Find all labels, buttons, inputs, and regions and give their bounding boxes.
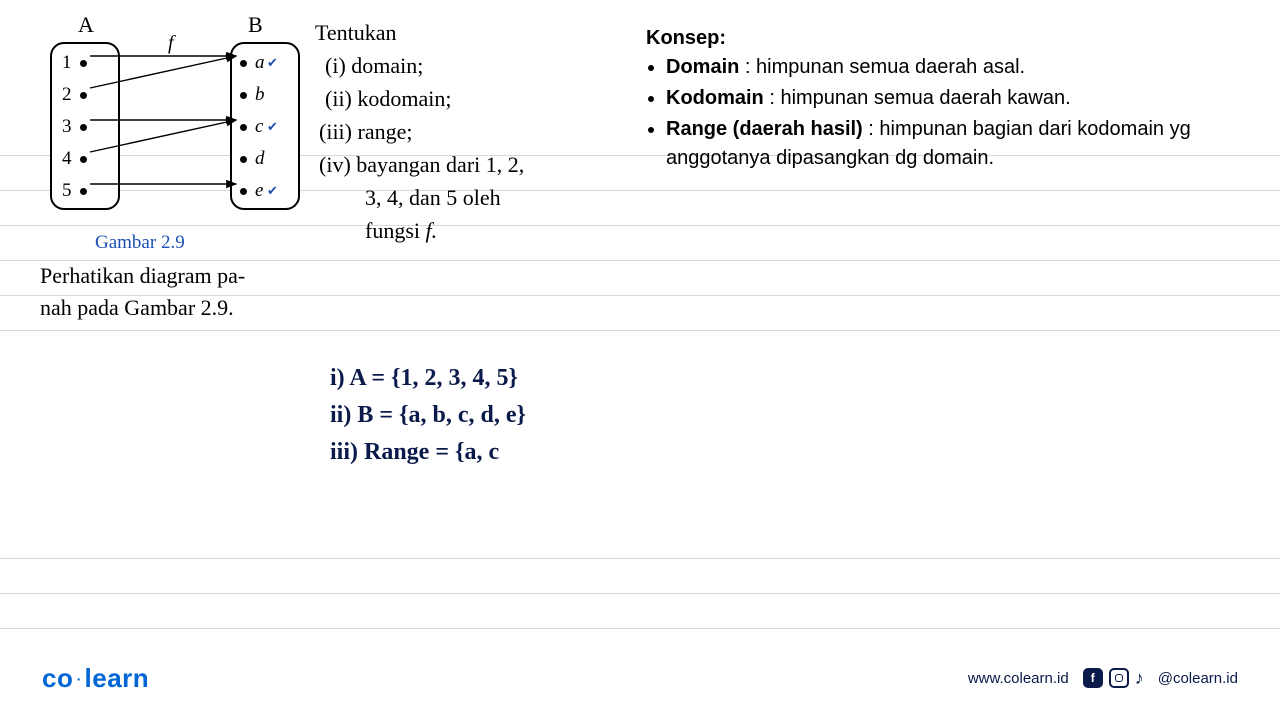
- mapping-diagram: A B f 12345 a✔bc✔de✔: [38, 12, 298, 212]
- set-label-a: A: [78, 12, 94, 38]
- set-b-element: c✔: [240, 116, 278, 138]
- footer-right: www.colearn.id f ♪ @colearn.id: [968, 668, 1238, 688]
- colearn-logo: co·learn: [42, 663, 149, 694]
- social-icons: f ♪: [1083, 668, 1144, 688]
- handwritten-answers: i) A = {1, 2, 3, 4, 5} ii) B = {a, b, c,…: [330, 360, 526, 472]
- set-a-element: 3: [62, 116, 87, 138]
- footer-handle: @colearn.id: [1158, 670, 1238, 687]
- footer: co·learn www.colearn.id f ♪ @colearn.id: [0, 658, 1280, 698]
- konsep-item: Kodomain : himpunan semua daerah kawan.: [666, 84, 1256, 113]
- figure-caption: Gambar 2.9: [95, 232, 185, 254]
- instruction-line-1: Perhatikan diagram pa-: [40, 260, 290, 292]
- footer-url: www.colearn.id: [968, 670, 1069, 687]
- set-label-b: B: [248, 12, 263, 38]
- konsep-title: Konsep:: [646, 24, 1256, 53]
- hw-line-1: i) A = {1, 2, 3, 4, 5}: [330, 360, 526, 397]
- facebook-icon: f: [1083, 668, 1103, 688]
- hw-line-3: iii) Range = {a, c: [330, 434, 526, 471]
- instruction-line-2: nah pada Gambar 2.9.: [40, 292, 290, 324]
- logo-part-1: co: [42, 663, 73, 693]
- instagram-icon: [1109, 668, 1129, 688]
- set-b-element: e✔: [240, 180, 278, 202]
- konsep-item: Domain : himpunan semua daerah asal.: [666, 53, 1256, 82]
- tentukan-block: Tentukan (i) domain; (ii) kodomain; (iii…: [315, 16, 615, 247]
- logo-separator: ·: [73, 668, 84, 690]
- set-b-element: a✔: [240, 52, 278, 74]
- tentukan-item-3: (iii) range;: [315, 115, 615, 148]
- logo-part-2: learn: [85, 663, 150, 693]
- tentukan-cont2-f: f.: [426, 218, 438, 243]
- set-a-element: 4: [62, 148, 87, 170]
- konsep-block: Konsep: Domain : himpunan semua daerah a…: [646, 24, 1256, 175]
- konsep-item: Range (daerah hasil) : himpunan bagian d…: [666, 115, 1256, 173]
- hw-line-2: ii) B = {a, b, c, d, e}: [330, 397, 526, 434]
- tentukan-cont2-prefix: fungsi: [365, 218, 426, 243]
- tentukan-item-1: (i) domain;: [315, 49, 615, 82]
- set-b-element: d: [240, 148, 265, 170]
- instruction-text: Perhatikan diagram pa- nah pada Gambar 2…: [40, 260, 290, 324]
- set-a-element: 2: [62, 84, 87, 106]
- set-a-element: 1: [62, 52, 87, 74]
- tentukan-item-2: (ii) kodomain;: [315, 82, 615, 115]
- tentukan-title: Tentukan: [315, 16, 615, 49]
- set-b-element: b: [240, 84, 265, 106]
- tentukan-cont-2: fungsi f.: [315, 214, 615, 247]
- tentukan-cont-1: 3, 4, dan 5 oleh: [315, 181, 615, 214]
- tiktok-icon: ♪: [1135, 668, 1144, 688]
- set-a-element: 5: [62, 180, 87, 202]
- tentukan-item-4: (iv) bayangan dari 1, 2,: [315, 148, 615, 181]
